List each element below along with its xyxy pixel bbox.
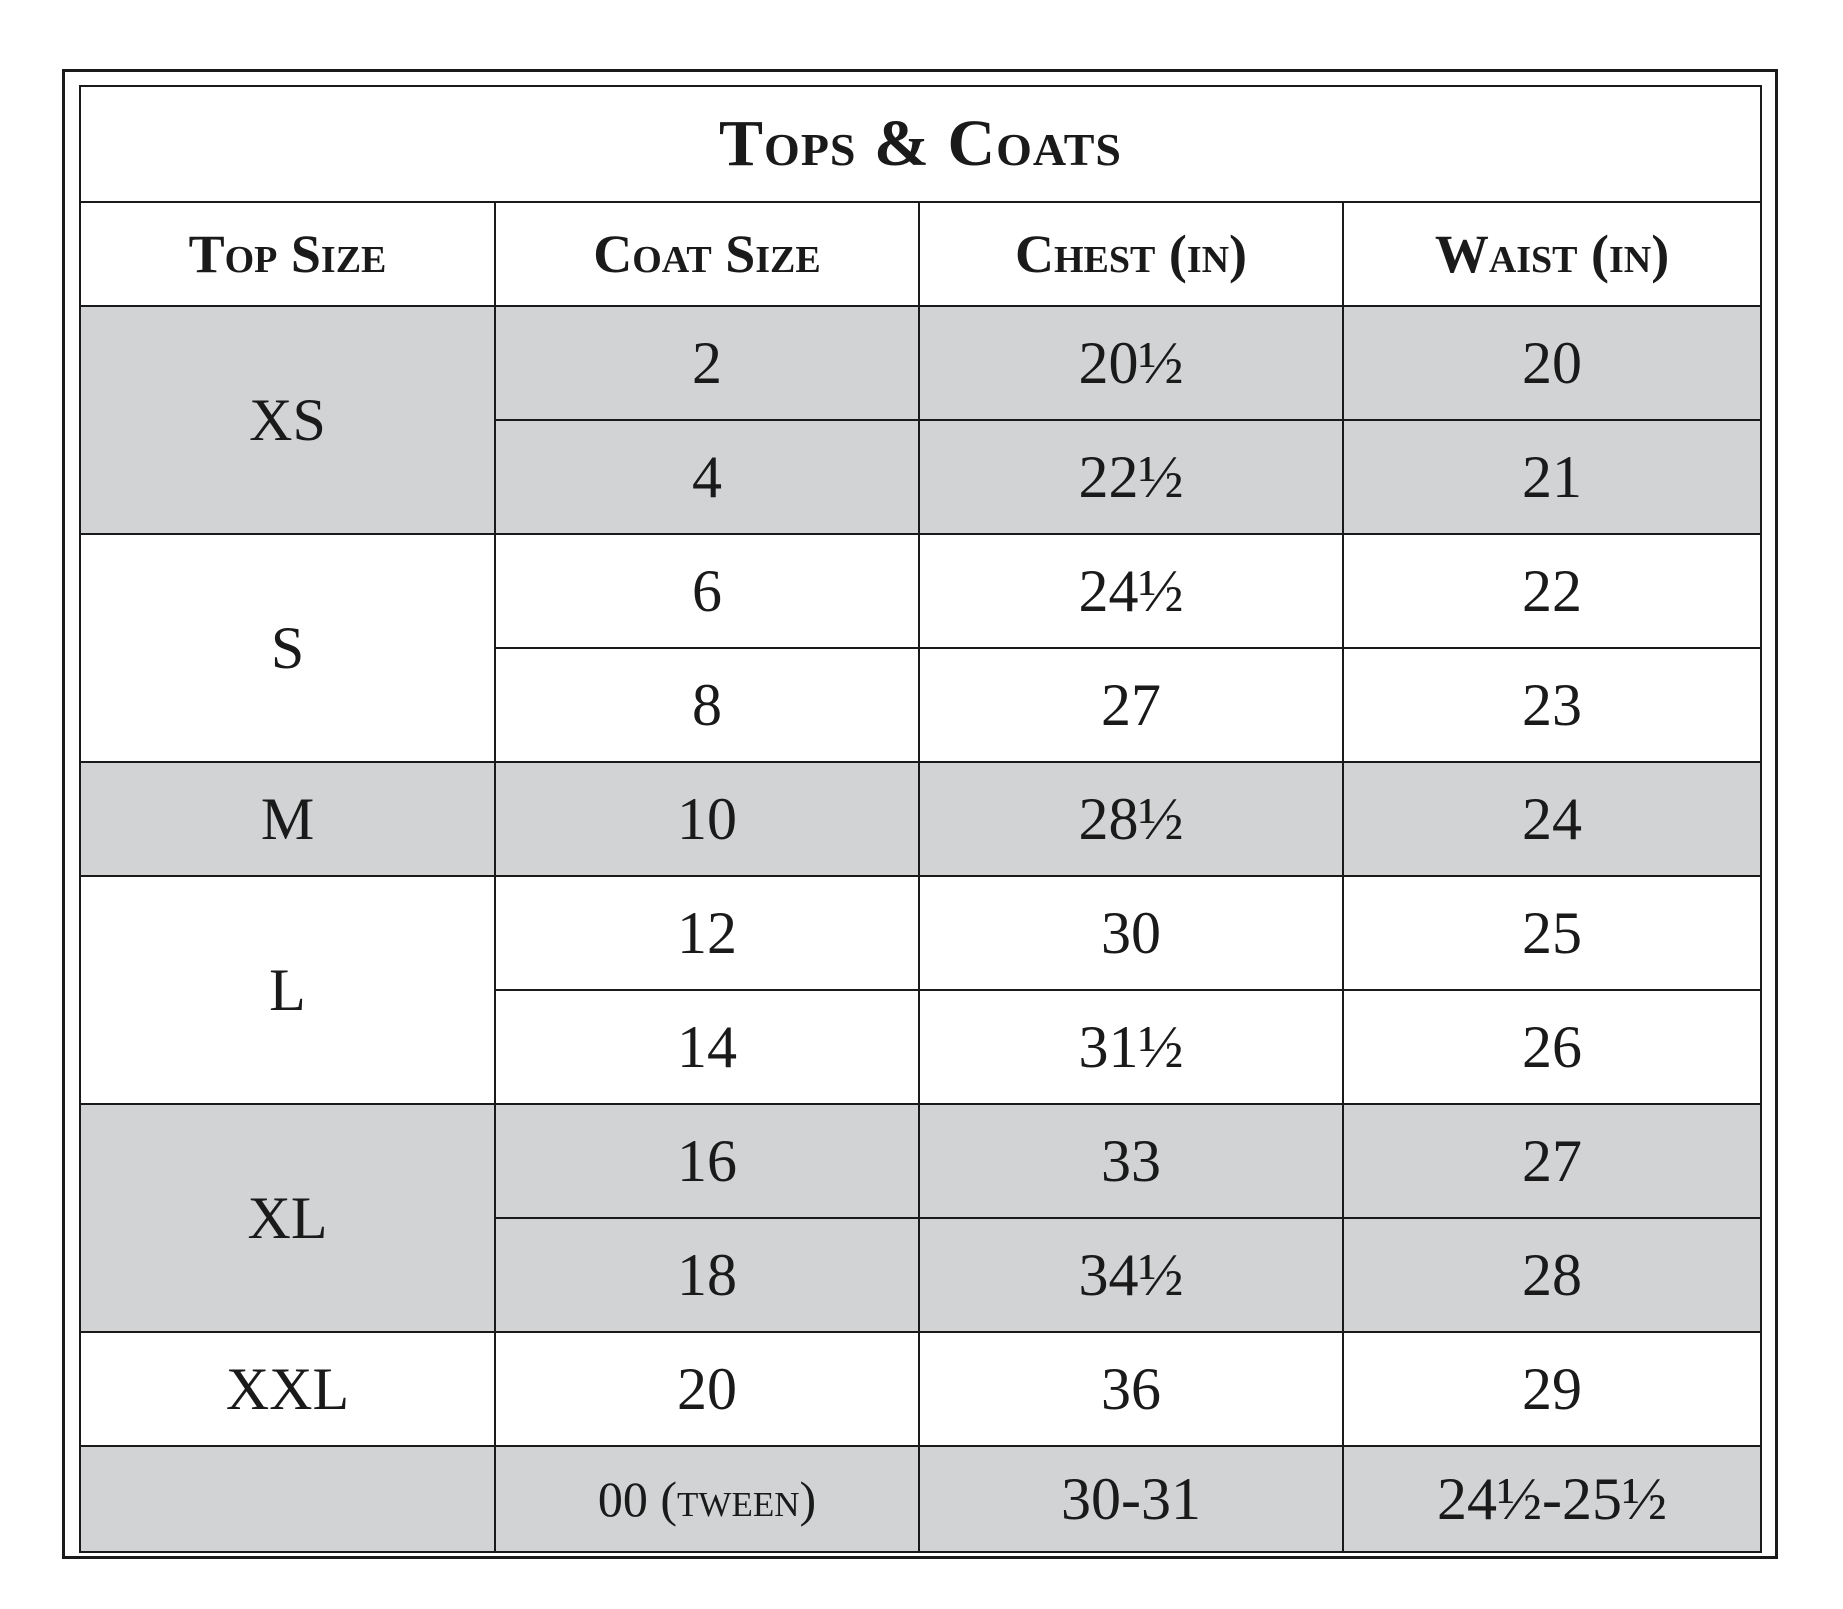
table-row: M 10 28½ 24 [79, 761, 1763, 877]
coat-size-cell: 20 [494, 1331, 920, 1447]
top-size-cell: XL [79, 1103, 496, 1333]
title-row: Tops & Coats [78, 85, 1763, 203]
chest-cell: 24½ [918, 533, 1344, 649]
coat-size-cell: 18 [494, 1217, 920, 1333]
top-size-cell [79, 1445, 496, 1553]
top-size-cell: XXL [79, 1331, 496, 1447]
waist-cell: 24½-25½ [1341, 1445, 1763, 1553]
table-row: XS 2 20½ 20 [79, 305, 1763, 535]
table-row: XL 16 33 27 [79, 1103, 1763, 1333]
top-size-cell: L [79, 875, 496, 1105]
coat-size-cell: 12 [494, 875, 920, 991]
table-title: Tops & Coats [78, 85, 1763, 203]
header-row: Top Size Coat Size Chest (in) Waist (in) [79, 201, 1763, 307]
coat-size-cell: 14 [494, 989, 920, 1105]
top-size-cell: S [79, 533, 496, 763]
waist-cell: 26 [1341, 989, 1763, 1105]
chest-cell: 22½ [918, 419, 1344, 535]
outer-frame [62, 69, 1778, 1559]
chest-cell: 27 [918, 647, 1344, 763]
coat-size-cell: 10 [494, 761, 920, 877]
waist-cell: 23 [1341, 647, 1763, 763]
top-size-cell: M [79, 761, 496, 877]
coat-size-cell: 8 [494, 647, 920, 763]
chest-cell: 34½ [918, 1217, 1344, 1333]
chest-cell: 28½ [918, 761, 1344, 877]
chest-cell: 20½ [918, 305, 1344, 421]
header-chest: Chest (in) [918, 201, 1344, 307]
table-row: S 6 24½ 22 [79, 533, 1763, 763]
waist-cell: 27 [1341, 1103, 1763, 1219]
coat-size-cell: 00 (tween) [494, 1445, 920, 1553]
header-waist: Waist (in) [1341, 201, 1763, 307]
waist-cell: 20 [1341, 305, 1763, 421]
table-row: 00 (tween) 30-31 24½-25½ [79, 1445, 1763, 1553]
header-top-size: Top Size [79, 201, 496, 307]
top-size-cell: XS [79, 305, 496, 535]
header-coat-size: Coat Size [494, 201, 920, 307]
chest-cell: 31½ [918, 989, 1344, 1105]
table-row: XXL 20 36 29 [79, 1331, 1763, 1447]
chest-cell: 30-31 [918, 1445, 1344, 1553]
waist-cell: 21 [1341, 419, 1763, 535]
chest-cell: 33 [918, 1103, 1344, 1219]
waist-cell: 22 [1341, 533, 1763, 649]
waist-cell: 28 [1341, 1217, 1763, 1333]
waist-cell: 24 [1341, 761, 1763, 877]
table-row: 14 31½ 26 [80, 989, 1763, 1105]
coat-size-cell: 16 [494, 1103, 920, 1219]
table-row: 8 27 23 [80, 647, 1763, 763]
size-chart-table: Tops & Coats Top Size Coat Size Chest (i… [78, 85, 1763, 1553]
waist-cell: 25 [1341, 875, 1763, 991]
table-row: L 12 30 25 [79, 875, 1763, 1105]
chest-cell: 36 [918, 1331, 1344, 1447]
chest-cell: 30 [918, 875, 1344, 991]
coat-size-cell: 4 [494, 419, 920, 535]
coat-size-cell: 6 [494, 533, 920, 649]
waist-cell: 29 [1341, 1331, 1763, 1447]
coat-size-cell: 2 [494, 305, 920, 421]
